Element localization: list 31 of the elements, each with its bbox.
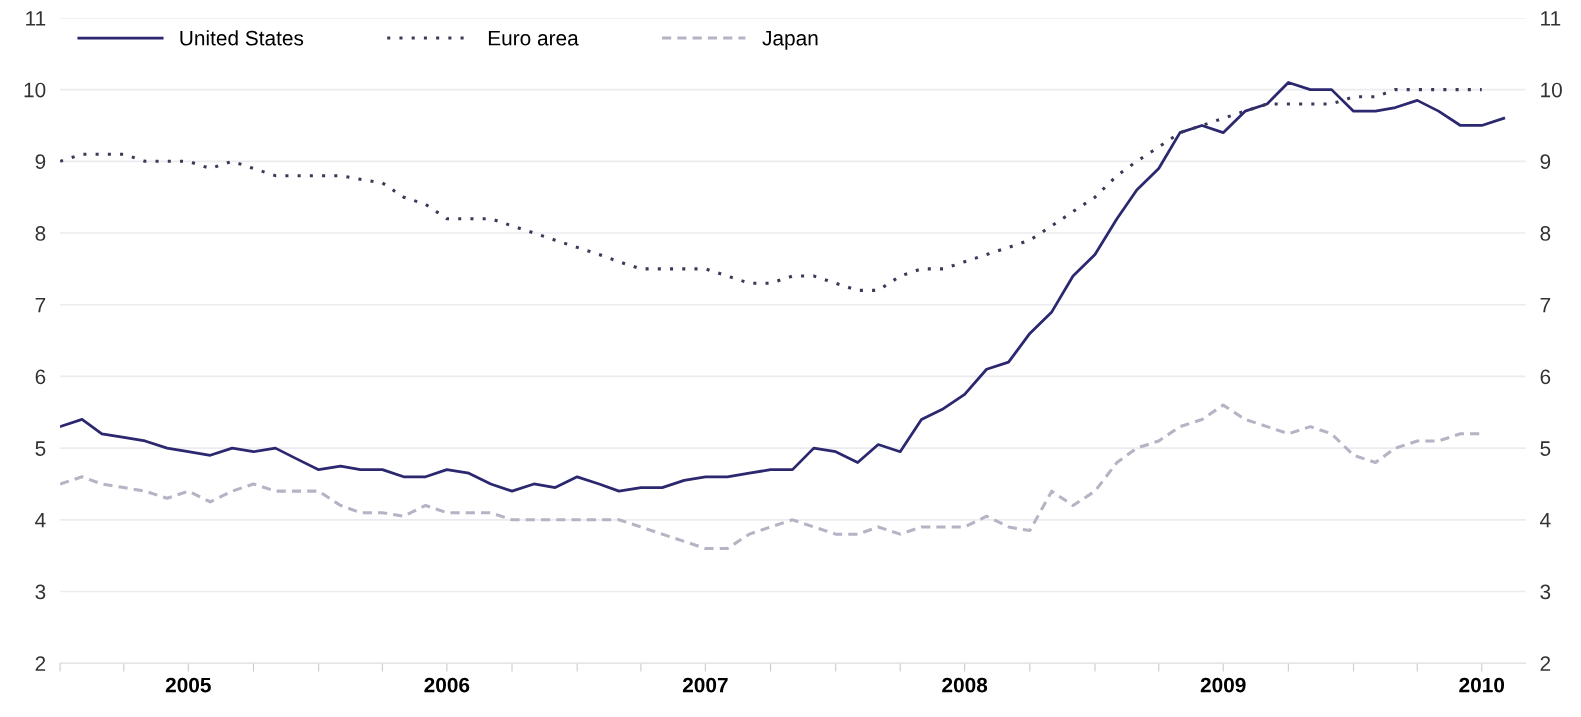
- legend-label: Euro area: [488, 30, 579, 46]
- y2-tick-label: 10: [1541, 82, 1562, 98]
- x-tick-label: 2007: [682, 677, 728, 693]
- y2-tick-label: 11: [1541, 11, 1561, 26]
- line-series: [60, 81, 1506, 493]
- y2-tick-label: 6: [1540, 369, 1551, 385]
- y-tick-label: 4: [35, 513, 46, 528]
- y2-tick-label: 4: [1540, 513, 1551, 528]
- x-tick-label: 2005: [165, 677, 211, 693]
- y2-tick-label: 9: [1540, 154, 1551, 170]
- x-tick-label: 2008: [942, 677, 988, 693]
- legend-label: Japan: [762, 30, 818, 50]
- x-tick-label: 2010: [1459, 677, 1505, 693]
- y-tick-label: 2: [35, 656, 46, 671]
- y2-tick-label: 3: [1540, 584, 1551, 600]
- y-tick-label: 10: [24, 82, 46, 98]
- y-tick-label: 5: [35, 441, 46, 456]
- y2-tick-label: 8: [1540, 226, 1551, 241]
- y-tick-label: 6: [35, 369, 46, 385]
- line-series: [60, 88, 1484, 292]
- x-tick-label: 2009: [1200, 677, 1246, 693]
- y2-tick-label: 2: [1540, 656, 1551, 671]
- y2-tick-label: 7: [1540, 297, 1551, 313]
- y-tick-label: 11: [26, 11, 46, 26]
- y-tick-label: 8: [35, 226, 46, 241]
- x-tick-label: 2006: [424, 677, 470, 693]
- y-tick-label: 3: [35, 584, 46, 600]
- y-tick-label: 7: [35, 297, 46, 313]
- y-tick-label: 9: [35, 154, 46, 170]
- y2-tick-label: 5: [1540, 441, 1551, 456]
- legend-label: United States: [180, 30, 304, 46]
